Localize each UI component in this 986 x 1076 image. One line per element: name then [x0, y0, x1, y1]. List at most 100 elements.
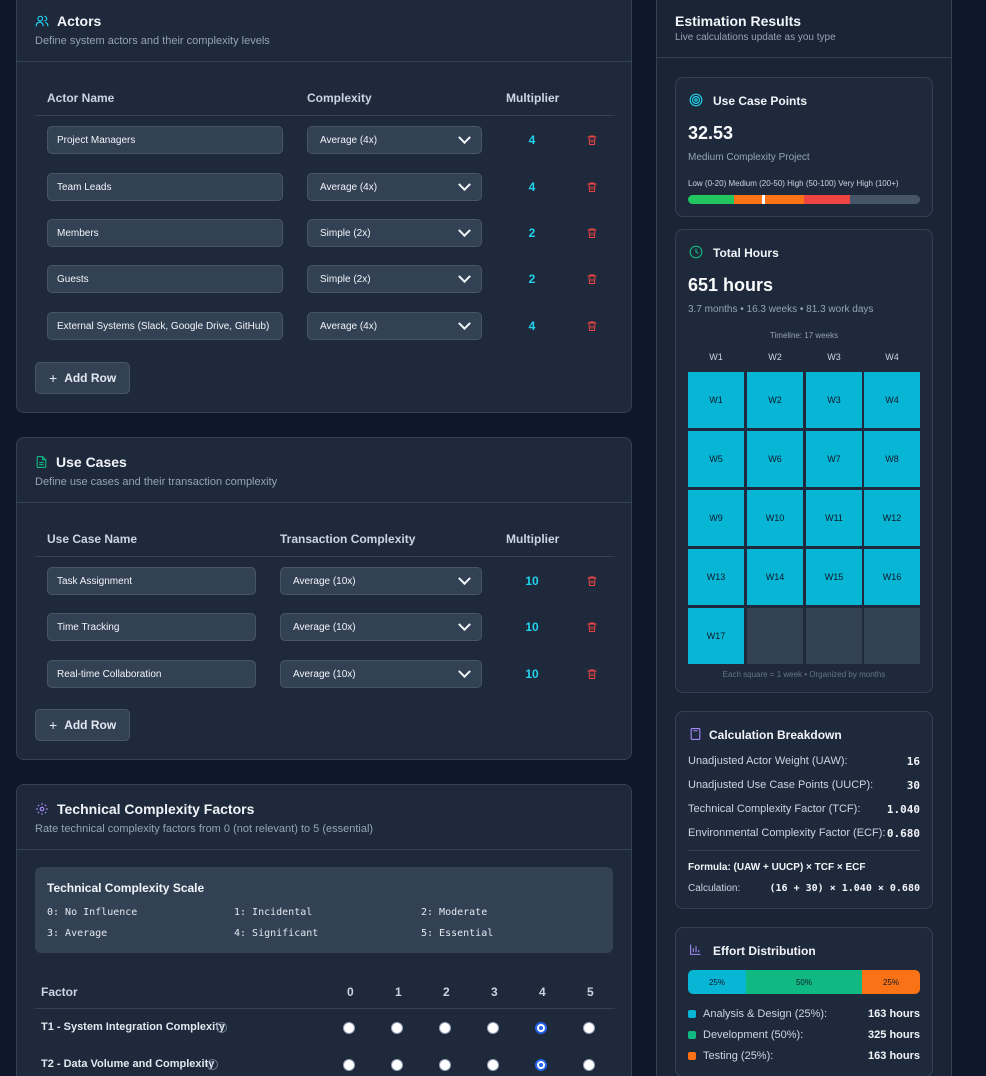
- add-actor-button[interactable]: + Add Row: [35, 362, 131, 394]
- chevron-down-icon: [458, 617, 471, 631]
- actor-multiplier: 4: [528, 133, 536, 147]
- ucp-marker: [762, 195, 766, 204]
- use-cases-subtitle: Define use cases and their transaction c…: [35, 476, 278, 488]
- actor-complexity-select[interactable]: Average (4x): [307, 126, 482, 154]
- chevron-down-icon: [458, 571, 471, 585]
- results-panel: Estimation Results Live calculations upd…: [656, 0, 952, 1076]
- rating-radio[interactable]: [391, 1022, 403, 1034]
- transaction-complexity-select[interactable]: Average (10x): [280, 660, 482, 688]
- actor-multiplier: 2: [528, 272, 536, 286]
- scale-item: 4: Significant: [234, 928, 319, 939]
- scale-item: 3: Average: [47, 928, 108, 939]
- trash-icon[interactable]: [586, 319, 598, 331]
- tcf-subtitle: Rate technical complexity factors from 0…: [35, 823, 374, 835]
- transaction-complexity-header: Transaction Complexity: [280, 532, 416, 546]
- use-case-name-input[interactable]: Real-time Collaboration: [47, 660, 256, 688]
- formula-text: Formula: (UAW + UUCP) × TCF × ECF: [688, 862, 866, 873]
- trash-icon[interactable]: [586, 667, 598, 679]
- week-square: W3: [806, 372, 862, 428]
- week-column-header: W4: [885, 352, 899, 362]
- ucp-level: Medium Complexity Project: [688, 152, 810, 163]
- trash-icon[interactable]: [586, 180, 598, 192]
- rating-radio[interactable]: [343, 1059, 355, 1071]
- gear-icon: [36, 803, 48, 815]
- results-subtitle: Live calculations update as you type: [675, 32, 836, 43]
- scale-item: 2: Moderate: [421, 907, 488, 918]
- use-cases-title: Use Cases: [56, 454, 127, 470]
- empty-week-square: [806, 608, 862, 664]
- breakdown-label: Technical Complexity Factor (TCF):: [688, 803, 861, 815]
- week-square: W14: [747, 549, 803, 605]
- actor-name-input[interactable]: Members: [47, 219, 283, 247]
- actor-complexity-select[interactable]: Average (4x): [307, 312, 482, 340]
- week-square: W17: [688, 608, 744, 664]
- use-case-name-input[interactable]: Time Tracking: [47, 613, 256, 641]
- trash-icon[interactable]: [586, 133, 598, 145]
- ucp-value: 32.53: [688, 123, 734, 143]
- help-icon[interactable]: ?: [216, 1022, 227, 1033]
- results-title: Estimation Results: [675, 13, 802, 29]
- ucp-low-segment: [688, 195, 735, 204]
- rating-radio[interactable]: [487, 1059, 499, 1071]
- trash-icon[interactable]: [586, 574, 598, 586]
- breakdown-value: 30: [906, 779, 920, 792]
- ucp-card: Use Case Points 32.53 Medium Complexity …: [675, 77, 933, 217]
- effort-card: Effort Distribution 25% 50% 25% Analysis &…: [675, 927, 933, 1076]
- use-case-multiplier: 10: [525, 574, 539, 588]
- actor-multiplier: 4: [528, 180, 536, 194]
- effort-hours: 325 hours: [868, 1029, 920, 1041]
- chevron-down-icon: [458, 316, 471, 330]
- actor-name-input[interactable]: Guests: [47, 265, 283, 293]
- chevron-down-icon: [458, 223, 471, 237]
- rating-column-header: 1: [395, 985, 402, 999]
- rating-column-header: 2: [443, 985, 450, 999]
- timeline-footnote: Each square = 1 week • Organized by mont…: [722, 670, 886, 679]
- factor-label: T1 - System Integration Complexity: [41, 1021, 225, 1033]
- actor-name-input[interactable]: Project Managers: [47, 126, 283, 154]
- document-icon: [36, 456, 47, 468]
- actor-complexity-select[interactable]: Simple (2x): [307, 265, 482, 293]
- week-square: W1: [688, 372, 744, 428]
- week-column-header: W1: [709, 352, 723, 362]
- add-use-case-button[interactable]: + Add Row: [35, 709, 131, 741]
- rating-radio[interactable]: [487, 1022, 499, 1034]
- rating-radio[interactable]: [583, 1022, 595, 1034]
- rating-column-header: 0: [347, 985, 354, 999]
- plus-icon: +: [49, 717, 58, 733]
- rating-radio[interactable]: [439, 1022, 451, 1034]
- trash-icon[interactable]: [586, 620, 598, 632]
- trash-icon[interactable]: [586, 272, 598, 284]
- actor-complexity-select[interactable]: Average (4x): [307, 173, 482, 201]
- empty-week-square: [864, 608, 920, 664]
- rating-radio[interactable]: [535, 1022, 547, 1034]
- chevron-down-icon: [458, 130, 471, 144]
- calculator-icon: [690, 728, 701, 740]
- rating-radio[interactable]: [535, 1059, 547, 1071]
- transaction-complexity-select[interactable]: Average (10x): [280, 567, 482, 595]
- week-square: W10: [747, 490, 803, 546]
- actors-title: Actors: [57, 13, 102, 29]
- actor-multiplier: 4: [528, 319, 536, 333]
- rating-radio[interactable]: [583, 1059, 595, 1071]
- use-case-name-header: Use Case Name: [47, 532, 138, 546]
- actor-complexity-select[interactable]: Simple (2x): [307, 219, 482, 247]
- help-icon[interactable]: ?: [207, 1059, 218, 1070]
- week-square: W16: [864, 549, 920, 605]
- hours-detail: 3.7 months • 16.3 weeks • 81.3 work days: [688, 304, 874, 315]
- use-case-name-input[interactable]: Task Assignment: [47, 567, 256, 595]
- actor-name-input[interactable]: External Systems (Slack, Google Drive, G…: [47, 312, 283, 340]
- breakdown-title: Calculation Breakdown: [709, 728, 842, 742]
- rating-column-header: 5: [587, 985, 594, 999]
- trash-icon[interactable]: [586, 226, 598, 238]
- plus-icon: +: [49, 370, 58, 386]
- breakdown-label: Environmental Complexity Factor (ECF):: [688, 827, 886, 839]
- tcf-scale-title: Technical Complexity Scale: [47, 881, 205, 895]
- transaction-complexity-select[interactable]: Average (10x): [280, 613, 482, 641]
- actor-name-input[interactable]: Team Leads: [47, 173, 283, 201]
- bar-chart-icon: [690, 944, 701, 955]
- rating-radio[interactable]: [439, 1059, 451, 1071]
- ucp-legend: Low (0-20) Medium (20-50) High (50-100) …: [688, 179, 899, 188]
- rating-radio[interactable]: [343, 1022, 355, 1034]
- rating-radio[interactable]: [391, 1059, 403, 1071]
- week-column-header: W2: [768, 352, 782, 362]
